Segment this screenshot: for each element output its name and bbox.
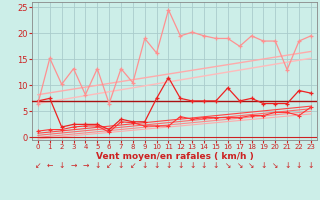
Text: ↓: ↓ [153, 161, 160, 170]
Text: ↓: ↓ [59, 161, 65, 170]
Text: →: → [70, 161, 77, 170]
Text: →: → [82, 161, 89, 170]
Text: ↓: ↓ [141, 161, 148, 170]
X-axis label: Vent moyen/en rafales ( km/h ): Vent moyen/en rafales ( km/h ) [96, 152, 253, 161]
Text: ↓: ↓ [94, 161, 100, 170]
Text: ↓: ↓ [213, 161, 219, 170]
Text: ↘: ↘ [272, 161, 278, 170]
Text: ←: ← [47, 161, 53, 170]
Text: ↓: ↓ [260, 161, 267, 170]
Text: ↙: ↙ [130, 161, 136, 170]
Text: ↓: ↓ [201, 161, 207, 170]
Text: ↘: ↘ [236, 161, 243, 170]
Text: ↓: ↓ [296, 161, 302, 170]
Text: ↙: ↙ [106, 161, 112, 170]
Text: ↓: ↓ [118, 161, 124, 170]
Text: ↘: ↘ [225, 161, 231, 170]
Text: ↓: ↓ [308, 161, 314, 170]
Text: ↓: ↓ [284, 161, 290, 170]
Text: ↘: ↘ [248, 161, 255, 170]
Text: ↓: ↓ [177, 161, 184, 170]
Text: ↓: ↓ [189, 161, 196, 170]
Text: ↙: ↙ [35, 161, 41, 170]
Text: ↓: ↓ [165, 161, 172, 170]
